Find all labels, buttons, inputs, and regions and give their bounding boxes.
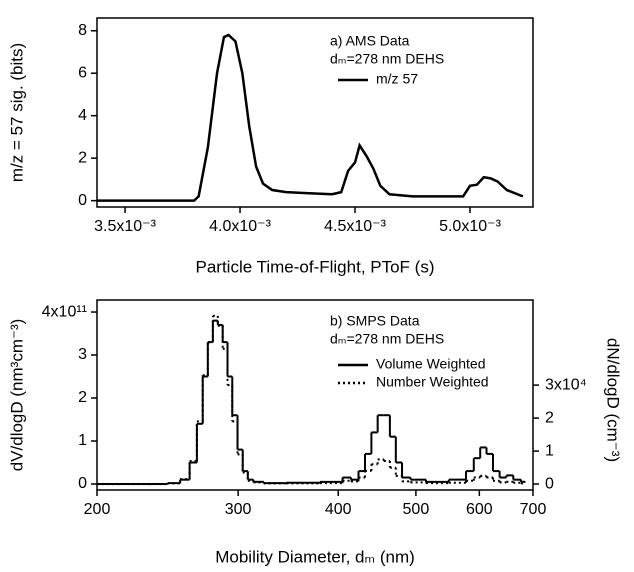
y-tick-label: 0 [78, 475, 87, 492]
y2-tick-label: 3x10⁴ [545, 376, 587, 393]
y-tick-label: 6 [78, 64, 87, 81]
x-tick-label: 500 [403, 501, 430, 518]
y2-axis-label: dN/dlogD (cm⁻³) [604, 338, 623, 462]
legend-label: m/z 57 [376, 71, 418, 87]
plot-frame [96, 17, 534, 208]
y2-tick-label: 2 [545, 409, 554, 426]
y2-tick-label: 0 [545, 475, 554, 492]
y-tick-label: 4x10¹¹ [42, 303, 87, 320]
y-axis-label: dV/dlogD (nm³cm⁻³) [7, 319, 26, 472]
legend-label: Volume Weighted [376, 356, 485, 372]
plot-frame [96, 299, 534, 491]
x-tick-label: 400 [325, 501, 352, 518]
y-tick-label: 8 [78, 22, 87, 39]
annotation: b) SMPS Data [330, 313, 420, 329]
x-tick-label: 600 [466, 501, 493, 518]
x-axis-label: Particle Time-of-Flight, PToF (s) [196, 257, 435, 276]
data-line [97, 33, 524, 202]
x-tick-label: 4.5x10⁻³ [324, 218, 386, 235]
x-tick-label: 5.0x10⁻³ [439, 218, 501, 235]
legend-label: Number Weighted [376, 374, 489, 390]
y-axis-label: m/z = 57 sig. (bits) [7, 43, 26, 182]
x-axis-label: Mobility Diameter, dₘ (nm) [215, 547, 415, 566]
y-tick-label: 3 [78, 346, 87, 363]
y-tick-label: 2 [78, 389, 87, 406]
annotation: a) AMS Data [330, 33, 410, 49]
x-tick-label: 300 [225, 501, 252, 518]
annotation: dₘ=278 nm DEHS [330, 51, 444, 67]
step-riser [166, 320, 523, 484]
y-tick-label: 2 [78, 149, 87, 166]
x-tick-label: 700 [520, 501, 547, 518]
y-tick-label: 4 [78, 107, 87, 124]
x-tick-label: 4.0x10⁻³ [209, 218, 271, 235]
y-tick-label: 1 [78, 432, 87, 449]
x-tick-label: 3.5x10⁻³ [94, 218, 156, 235]
y-tick-label: 0 [78, 192, 87, 209]
y2-tick-label: 1 [545, 442, 554, 459]
annotation: dₘ=278 nm DEHS [330, 331, 444, 347]
x-tick-label: 200 [84, 501, 111, 518]
step-riser [166, 315, 523, 485]
